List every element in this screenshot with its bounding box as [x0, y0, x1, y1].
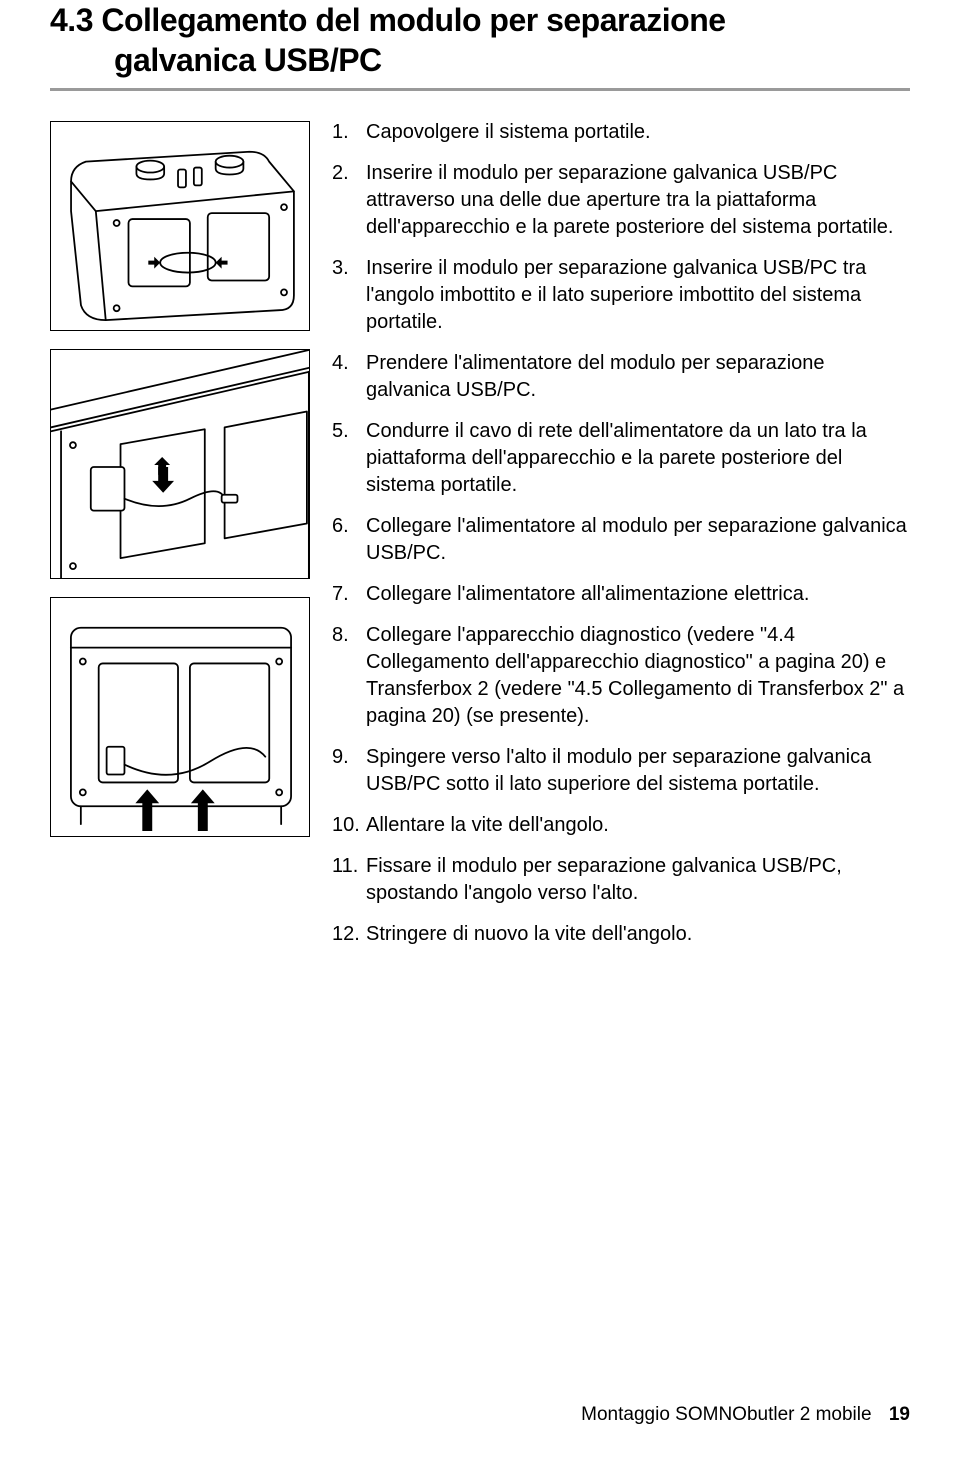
step-text: Condurre il cavo di rete dell'alimentato… — [366, 418, 910, 499]
step-number: 2. — [332, 160, 366, 241]
step-item: 4.Prendere l'alimentatore del modulo per… — [332, 350, 910, 404]
step-item: 1.Capovolgere il sistema portatile. — [332, 119, 910, 146]
step-text: Inserire il modulo per separazione galva… — [366, 160, 910, 241]
step-number: 8. — [332, 622, 366, 730]
step-text: Fissare il modulo per separazione galvan… — [366, 853, 910, 907]
step-number: 11. — [332, 853, 366, 907]
step-number: 3. — [332, 255, 366, 336]
step-text: Collegare l'alimentatore al modulo per s… — [366, 513, 910, 567]
step-item: 6.Collegare l'alimentatore al modulo per… — [332, 513, 910, 567]
step-text: Spingere verso l'alto il modulo per sepa… — [366, 744, 910, 798]
step-text: Stringere di nuovo la vite dell'angolo. — [366, 921, 910, 948]
step-item: 7.Collegare l'alimentatore all'alimentaz… — [332, 581, 910, 608]
step-item: 10.Allentare la vite dell'angolo. — [332, 812, 910, 839]
footer-text: Montaggio SOMNObutler 2 mobile — [581, 1404, 871, 1425]
illustration-1 — [50, 121, 310, 331]
section-number: 4.3 — [50, 2, 93, 38]
step-item: 2.Inserire il modulo per separazione gal… — [332, 160, 910, 241]
step-item: 9.Spingere verso l'alto il modulo per se… — [332, 744, 910, 798]
section-title-line2: galvanica USB/PC — [50, 40, 890, 80]
step-text: Collegare l'apparecchio diagnostico (ved… — [366, 622, 910, 730]
steps-list: 1.Capovolgere il sistema portatile. 2.In… — [332, 119, 910, 962]
step-item: 8.Collegare l'apparecchio diagnostico (v… — [332, 622, 910, 730]
step-number: 6. — [332, 513, 366, 567]
step-number: 9. — [332, 744, 366, 798]
step-text: Prendere l'alimentatore del modulo per s… — [366, 350, 910, 404]
step-number: 12. — [332, 921, 366, 948]
step-text: Capovolgere il sistema portatile. — [366, 119, 910, 146]
step-item: 11.Fissare il modulo per separazione gal… — [332, 853, 910, 907]
step-number: 5. — [332, 418, 366, 499]
illustration-2 — [50, 349, 310, 579]
page-footer: Montaggio SOMNObutler 2 mobile 19 — [581, 1404, 910, 1426]
step-item: 5.Condurre il cavo di rete dell'alimenta… — [332, 418, 910, 499]
page-number: 19 — [889, 1404, 910, 1425]
step-number: 10. — [332, 812, 366, 839]
illustration-3 — [50, 597, 310, 837]
step-number: 1. — [332, 119, 366, 146]
step-number: 7. — [332, 581, 366, 608]
step-text: Inserire il modulo per separazione galva… — [366, 255, 910, 336]
step-item: 3.Inserire il modulo per separazione gal… — [332, 255, 910, 336]
illustration-column — [50, 119, 310, 962]
step-text: Allentare la vite dell'angolo. — [366, 812, 910, 839]
section-title-line1: Collegamento del modulo per separazione — [101, 2, 725, 38]
step-text: Collegare l'alimentatore all'alimentazio… — [366, 581, 910, 608]
step-number: 4. — [332, 350, 366, 404]
section-heading: 4.3 Collegamento del modulo per separazi… — [50, 0, 910, 80]
step-item: 12.Stringere di nuovo la vite dell'angol… — [332, 921, 910, 948]
heading-rule — [50, 88, 910, 91]
